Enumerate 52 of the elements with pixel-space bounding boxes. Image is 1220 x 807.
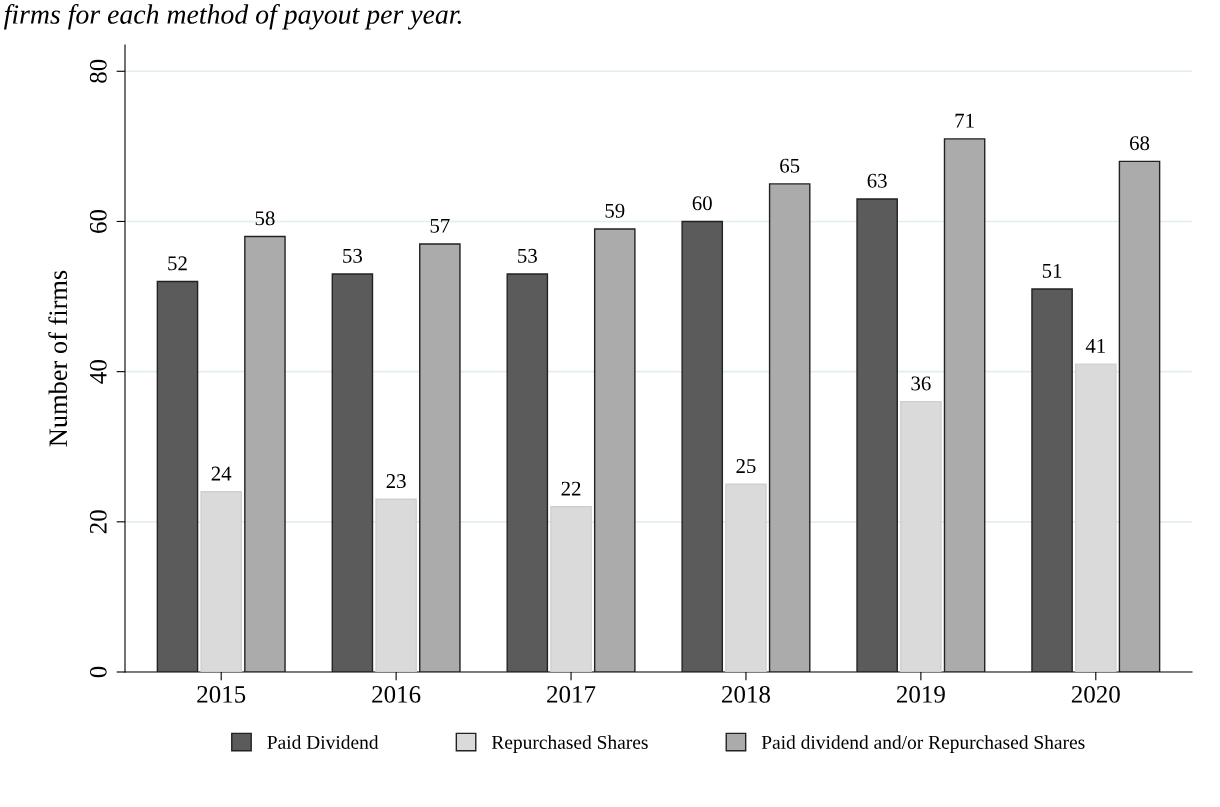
bar: [943, 138, 986, 672]
x-tick-label: 2017: [547, 685, 596, 703]
y-tick-label: 80: [89, 59, 107, 83]
legend-label: Repurchased Shares: [491, 735, 648, 753]
bar: [768, 183, 811, 672]
bar: [856, 198, 898, 672]
bar: [331, 273, 374, 672]
x-tick-label: 2018: [722, 685, 771, 703]
data-label: 25: [736, 459, 756, 474]
y-tick-label: 40: [89, 360, 107, 384]
data-label: 59: [605, 203, 625, 218]
bar: [200, 491, 243, 672]
data-label: 22: [561, 481, 581, 496]
y-tick-label: 20: [89, 510, 107, 534]
bar: [244, 235, 286, 672]
data-label: 36: [911, 376, 931, 391]
bar: [1118, 160, 1161, 672]
x-tick-label: 2019: [896, 685, 945, 703]
bar: [593, 228, 636, 672]
data-label: 53: [343, 248, 362, 263]
bar: [1074, 363, 1117, 672]
data-label: 53: [518, 248, 537, 263]
x-tick-label: 2016: [372, 685, 421, 703]
data-label: 41: [1085, 339, 1105, 353]
y-tick-label: 0: [89, 666, 107, 678]
data-label: 52: [168, 256, 187, 271]
legend-label: Paid dividend and/or Repurchased Shares: [761, 735, 1085, 753]
data-label: 71: [955, 113, 974, 128]
data-label: 65: [780, 158, 800, 173]
bar: [900, 400, 942, 672]
bar: [681, 220, 724, 672]
y-axis-title: Number of firms: [48, 270, 68, 447]
bar: [506, 273, 549, 672]
data-label: 57: [430, 218, 450, 233]
x-tick-label: 2020: [1071, 685, 1120, 703]
bar: [156, 280, 199, 672]
data-label: 63: [867, 173, 887, 188]
x-tick-label: 2015: [197, 685, 246, 703]
bar: [1031, 288, 1073, 672]
data-label: 51: [1042, 263, 1062, 278]
bar: [725, 483, 767, 672]
data-label: 68: [1130, 136, 1150, 151]
bar: [419, 243, 461, 672]
data-label: 58: [255, 211, 275, 226]
legend-label: Paid Dividend: [267, 735, 379, 749]
data-label: 60: [692, 196, 712, 211]
text: firms for each method of payout per year.: [3, 4, 461, 30]
bar: [375, 498, 417, 672]
y-tick-label: 60: [89, 209, 107, 233]
bar: [550, 506, 592, 672]
data-label: 23: [386, 474, 406, 489]
data-label: 24: [211, 466, 232, 481]
